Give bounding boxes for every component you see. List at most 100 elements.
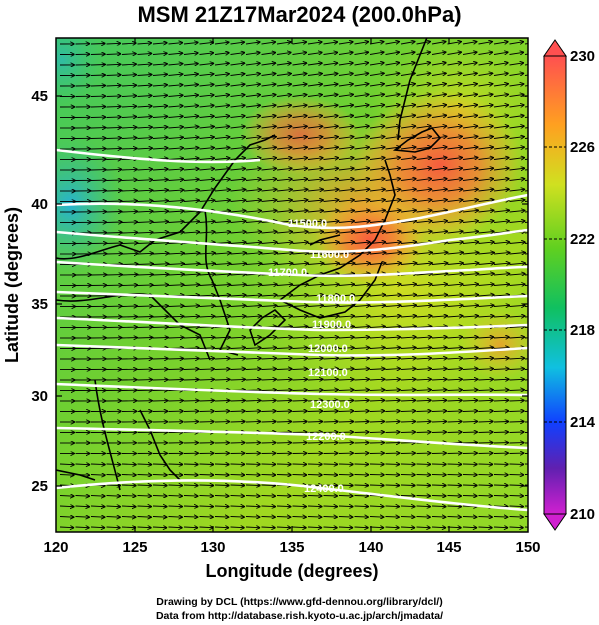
wind-arrow <box>90 517 105 518</box>
wind-arrow <box>168 527 183 528</box>
wind-arrow <box>323 358 339 359</box>
wind-arrow <box>431 147 447 149</box>
wind-arrow <box>431 158 447 160</box>
wind-arrow <box>230 126 246 128</box>
wind-arrow <box>106 496 121 497</box>
wind-arrow <box>261 189 277 191</box>
wind-arrow <box>245 506 260 507</box>
wind-arrow <box>183 316 200 317</box>
wind-arrow <box>462 379 478 380</box>
wind-arrow <box>416 400 432 401</box>
wind-arrow <box>354 422 370 423</box>
contour-labels: 11500.0 11600.0 11700.0 11800.0 11900.0 … <box>268 218 355 495</box>
wind-arrow <box>509 284 526 285</box>
wind-arrow <box>121 506 136 507</box>
wind-arrow <box>245 63 260 65</box>
wind-arrow <box>431 263 448 265</box>
wind-arrow <box>431 496 446 497</box>
wind-arrow <box>183 358 199 359</box>
wind-arrow <box>369 316 386 317</box>
wind-arrow <box>230 147 246 149</box>
wind-arrow <box>183 327 199 328</box>
wind-arrow <box>447 421 463 422</box>
wind-arrow <box>431 115 447 117</box>
wind-arrow <box>323 116 339 118</box>
wind-arrow <box>245 263 262 264</box>
wind-arrow <box>369 337 385 338</box>
wind-arrow <box>245 126 261 128</box>
wind-arrow <box>183 380 199 381</box>
wind-arrow <box>261 263 278 264</box>
wind-arrow <box>478 348 494 349</box>
wind-arrow <box>369 358 385 359</box>
wind-arrow <box>416 263 433 265</box>
wind-arrow <box>354 348 370 349</box>
wind-arrow <box>338 369 354 370</box>
wind-arrow <box>276 84 292 86</box>
wind-arrow <box>369 432 385 433</box>
wind-arrow <box>447 242 464 244</box>
wind-arrow <box>152 53 167 54</box>
wind-arrow <box>183 485 198 486</box>
wind-arrow <box>137 169 153 170</box>
wind-arrow <box>183 285 200 286</box>
wind-arrow <box>400 158 416 160</box>
wind-arrow <box>214 337 230 338</box>
wind-arrow <box>416 126 432 128</box>
wind-arrow <box>106 527 121 528</box>
wind-arrow <box>400 42 415 45</box>
wind-arrow <box>462 421 478 422</box>
wind-arrow <box>416 527 431 528</box>
wind-arrow <box>524 400 528 402</box>
wind-arrow <box>230 369 246 370</box>
wind-arrow <box>199 63 214 65</box>
wind-arrow <box>354 358 370 359</box>
wind-arrow <box>369 179 385 181</box>
wind-arrow <box>323 295 340 296</box>
wind-arrow <box>416 63 431 65</box>
wind-arrow <box>338 527 353 528</box>
wind-arrow <box>152 496 167 497</box>
wind-arrow <box>385 295 402 296</box>
wind-arrow <box>230 422 246 423</box>
wind-arrow <box>400 263 417 265</box>
y-tick-label: 25 <box>31 478 48 495</box>
wind-arrow <box>245 200 262 202</box>
wind-arrow <box>183 64 198 66</box>
wind-arrow <box>493 84 508 86</box>
wind-arrow <box>199 285 216 286</box>
wind-arrow <box>121 85 137 86</box>
wind-arrow <box>462 358 478 359</box>
wind-arrow <box>323 527 338 528</box>
wind-arrow <box>400 231 417 233</box>
wind-arrow <box>106 117 122 118</box>
wind-arrow <box>385 126 401 128</box>
wind-arrow <box>199 169 215 170</box>
wind-arrow <box>431 421 447 422</box>
wind-arrow <box>152 527 167 528</box>
wind-arrow <box>462 411 478 412</box>
wind-arrow <box>509 147 525 149</box>
wind-arrow <box>369 189 385 191</box>
wind-arrow <box>354 42 369 44</box>
wind-arrow <box>447 136 463 138</box>
wind-arrow <box>462 189 478 191</box>
wind-arrow <box>137 485 152 486</box>
wind-arrow <box>493 52 508 54</box>
wind-arrow <box>369 411 385 412</box>
wind-arrow <box>183 95 199 97</box>
wind-arrow <box>230 306 247 307</box>
wind-arrow <box>168 190 184 191</box>
wind-arrow <box>493 485 508 486</box>
wind-arrow <box>338 496 353 497</box>
wind-arrow <box>509 390 525 391</box>
wind-arrow <box>493 305 510 306</box>
wind-arrow <box>276 327 292 328</box>
wind-arrow <box>323 95 339 97</box>
wind-arrow <box>261 390 277 391</box>
wind-arrow <box>354 94 370 96</box>
wind-arrow <box>276 116 292 118</box>
wind-arrow <box>75 506 90 507</box>
wind-arrow <box>431 379 447 380</box>
wind-arrow <box>478 189 494 191</box>
